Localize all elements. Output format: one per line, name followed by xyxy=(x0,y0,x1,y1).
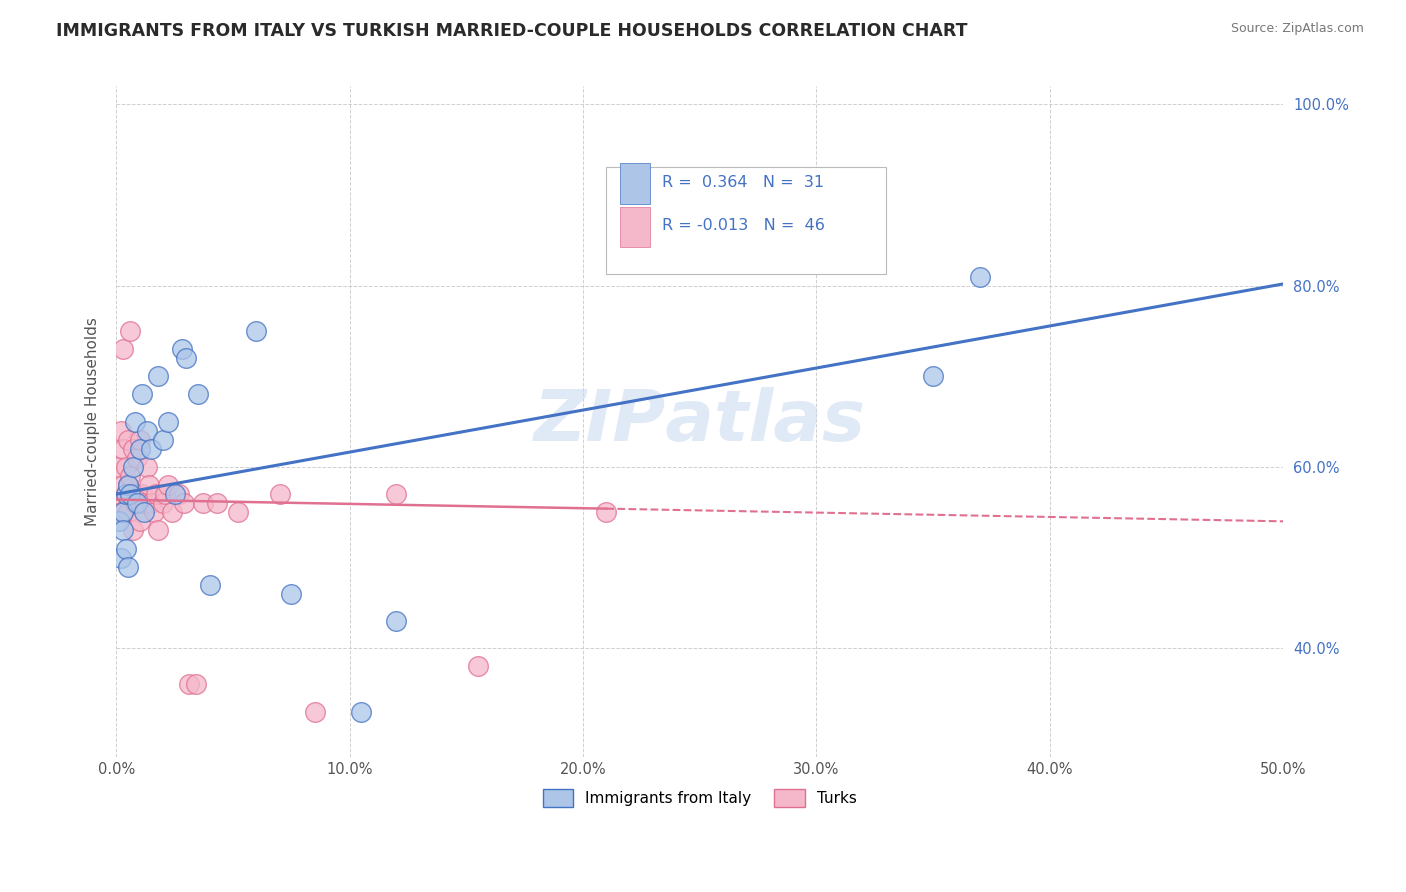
Point xyxy=(124,496,146,510)
Point xyxy=(163,487,186,501)
Point xyxy=(112,505,135,519)
Point xyxy=(141,442,163,456)
Point xyxy=(114,487,136,501)
Point xyxy=(117,478,139,492)
Point xyxy=(114,487,136,501)
Point xyxy=(120,469,142,483)
Point xyxy=(169,487,191,501)
FancyBboxPatch shape xyxy=(606,167,886,274)
Point xyxy=(162,505,184,519)
Point xyxy=(184,677,207,691)
Point xyxy=(156,478,179,492)
Point xyxy=(141,496,163,510)
Point xyxy=(595,505,617,519)
Point xyxy=(107,460,129,475)
Point xyxy=(134,496,156,510)
Point xyxy=(127,487,149,501)
Point xyxy=(112,342,135,356)
Point xyxy=(205,496,228,510)
Point xyxy=(198,578,221,592)
Point xyxy=(922,369,945,384)
Point xyxy=(117,433,139,447)
Point xyxy=(128,514,150,528)
Point xyxy=(304,705,326,719)
Point xyxy=(148,524,170,538)
Point xyxy=(121,524,143,538)
Point xyxy=(120,487,142,501)
Text: R =  0.364   N =  31: R = 0.364 N = 31 xyxy=(662,175,824,190)
Legend: Immigrants from Italy, Turks: Immigrants from Italy, Turks xyxy=(537,783,863,813)
Point xyxy=(269,487,291,501)
Point xyxy=(112,442,135,456)
Point xyxy=(112,524,135,538)
Point xyxy=(138,478,160,492)
Point xyxy=(467,659,489,673)
Point xyxy=(385,487,408,501)
Point xyxy=(170,342,193,356)
Point xyxy=(120,324,142,338)
Point xyxy=(135,424,157,438)
Point xyxy=(173,496,195,510)
Point xyxy=(107,496,129,510)
Point xyxy=(148,369,170,384)
Point xyxy=(114,541,136,556)
Point xyxy=(112,478,135,492)
Point xyxy=(121,442,143,456)
FancyBboxPatch shape xyxy=(620,163,650,203)
Text: IMMIGRANTS FROM ITALY VS TURKISH MARRIED-COUPLE HOUSEHOLDS CORRELATION CHART: IMMIGRANTS FROM ITALY VS TURKISH MARRIED… xyxy=(56,22,967,40)
Point xyxy=(131,387,153,401)
Point xyxy=(124,415,146,429)
Point xyxy=(134,505,156,519)
Point xyxy=(110,505,132,519)
Text: ZIP‍atlas: ZIP‍atlas xyxy=(534,387,866,456)
Point xyxy=(131,487,153,501)
Point xyxy=(128,442,150,456)
Point xyxy=(280,587,302,601)
Point xyxy=(385,614,408,628)
Point xyxy=(110,424,132,438)
Point xyxy=(155,487,177,501)
Point xyxy=(177,677,200,691)
Point xyxy=(127,450,149,465)
Point xyxy=(117,505,139,519)
Point xyxy=(145,487,167,501)
Y-axis label: Married-couple Households: Married-couple Households xyxy=(86,318,100,526)
Point xyxy=(117,559,139,574)
Point xyxy=(187,387,209,401)
Point xyxy=(107,514,129,528)
Point xyxy=(110,550,132,565)
Point xyxy=(120,487,142,501)
Point xyxy=(135,460,157,475)
Point xyxy=(114,460,136,475)
Point xyxy=(226,505,249,519)
Point xyxy=(128,433,150,447)
Text: R = -0.013   N =  46: R = -0.013 N = 46 xyxy=(662,219,825,234)
Point xyxy=(156,415,179,429)
Point xyxy=(152,433,174,447)
Point xyxy=(191,496,214,510)
Point xyxy=(117,478,139,492)
Point xyxy=(142,505,165,519)
Point xyxy=(969,269,991,284)
Point xyxy=(245,324,267,338)
Text: Source: ZipAtlas.com: Source: ZipAtlas.com xyxy=(1230,22,1364,36)
Point xyxy=(121,460,143,475)
Point xyxy=(174,351,197,366)
FancyBboxPatch shape xyxy=(620,207,650,247)
Point xyxy=(350,705,373,719)
Point xyxy=(127,496,149,510)
Point xyxy=(152,496,174,510)
